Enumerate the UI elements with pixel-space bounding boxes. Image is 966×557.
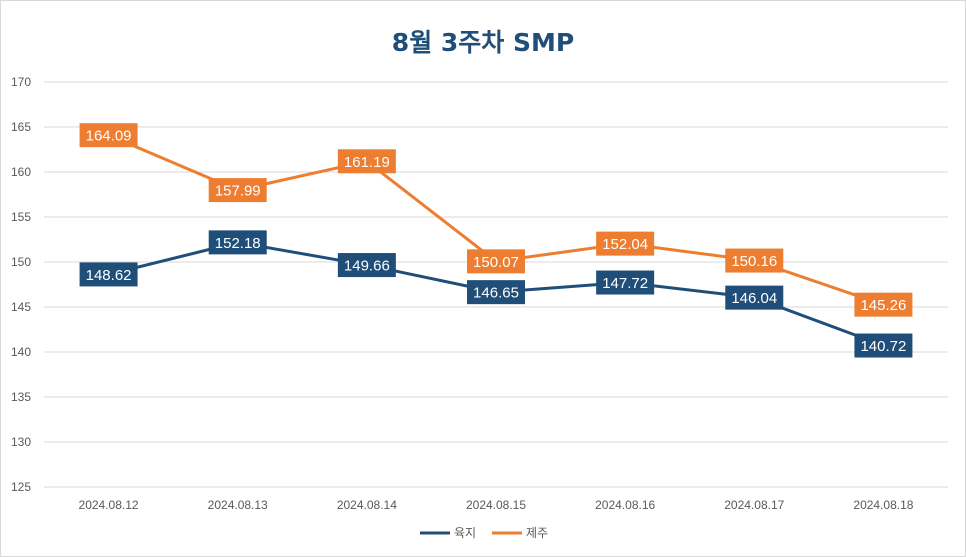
data-label-text: 152.04 [602, 236, 648, 253]
data-label: 164.09 [79, 123, 138, 148]
data-label-box [467, 249, 525, 274]
data-label-box [208, 230, 267, 255]
y-tick-label: 160 [11, 165, 31, 179]
data-label-text: 146.04 [731, 290, 777, 307]
data-label-box [725, 285, 784, 310]
data-label-box [596, 270, 655, 295]
x-tick-label: 2024.08.15 [466, 498, 526, 512]
x-tick-label: 2024.08.14 [337, 498, 397, 512]
data-label-box [467, 280, 525, 305]
data-label: 148.62 [79, 262, 138, 287]
data-label: 147.72 [596, 270, 655, 295]
data-label-box [337, 253, 396, 278]
y-tick-label: 150 [11, 255, 31, 269]
x-axis: 2024.08.12 2024.08.13 2024.08.14 2024.08.15… [79, 498, 914, 512]
data-label-text: 152.18 [215, 235, 261, 252]
data-label-box [725, 248, 784, 273]
data-label: 140.72 [854, 333, 913, 358]
y-tick-label: 165 [11, 120, 31, 134]
data-label-text: 150.16 [731, 253, 777, 270]
data-label-text: 149.66 [344, 258, 390, 275]
y-tick-label: 130 [11, 435, 31, 449]
data-label-text: 150.07 [473, 254, 519, 271]
data-label-box [596, 231, 655, 256]
y-tick-label: 135 [11, 390, 31, 404]
legend: 육지 제주 [420, 526, 548, 540]
data-label-text: 145.26 [860, 297, 906, 314]
data-label-box [337, 149, 396, 174]
grid [44, 81, 948, 488]
data-label: 150.07 [467, 249, 525, 274]
data-label-text: 140.72 [860, 338, 906, 355]
data-label: 152.04 [596, 231, 655, 256]
y-tick-label: 125 [11, 480, 31, 494]
data-label: 146.65 [467, 280, 525, 305]
series-line-jeju [107, 133, 885, 307]
data-label: 146.04 [725, 285, 784, 310]
data-label-text: 146.65 [473, 285, 519, 302]
data-label-box [79, 262, 138, 287]
x-tick-label: 2024.08.13 [208, 498, 268, 512]
y-tick-label: 170 [11, 75, 31, 89]
data-label: 150.16 [725, 248, 784, 273]
legend-label: 육지 [454, 526, 476, 540]
data-label-text: 157.99 [215, 183, 261, 200]
data-label-text: 161.19 [344, 154, 390, 171]
data-labels: 148.62 152.18 149.66 146.65 147.72 146.04 140.… [79, 123, 913, 358]
x-tick-label: 2024.08.12 [79, 498, 139, 512]
data-label-box [854, 333, 913, 358]
data-label-text: 147.72 [602, 275, 648, 292]
y-tick-label: 140 [11, 345, 31, 359]
y-axis: 125 130 135 140 145 150 155 160 165 170 [11, 75, 31, 494]
x-tick-label: 2024.08.18 [853, 498, 913, 512]
data-label: 161.19 [337, 149, 396, 174]
data-label: 152.18 [208, 230, 267, 255]
data-label-text: 164.09 [86, 128, 132, 145]
data-label-text: 148.62 [86, 267, 132, 284]
data-label-box [79, 123, 138, 148]
y-tick-label: 155 [11, 210, 31, 224]
data-label-box [854, 292, 913, 317]
data-label: 145.26 [854, 292, 913, 317]
data-label: 149.66 [337, 253, 396, 278]
data-label: 157.99 [208, 178, 267, 203]
x-tick-label: 2024.08.16 [595, 498, 655, 512]
y-tick-label: 145 [11, 300, 31, 314]
x-tick-label: 2024.08.17 [724, 498, 784, 512]
chart-title: 8월 3주차 SMP [392, 28, 574, 57]
data-label-box [208, 178, 267, 203]
legend-label: 제주 [526, 526, 548, 540]
